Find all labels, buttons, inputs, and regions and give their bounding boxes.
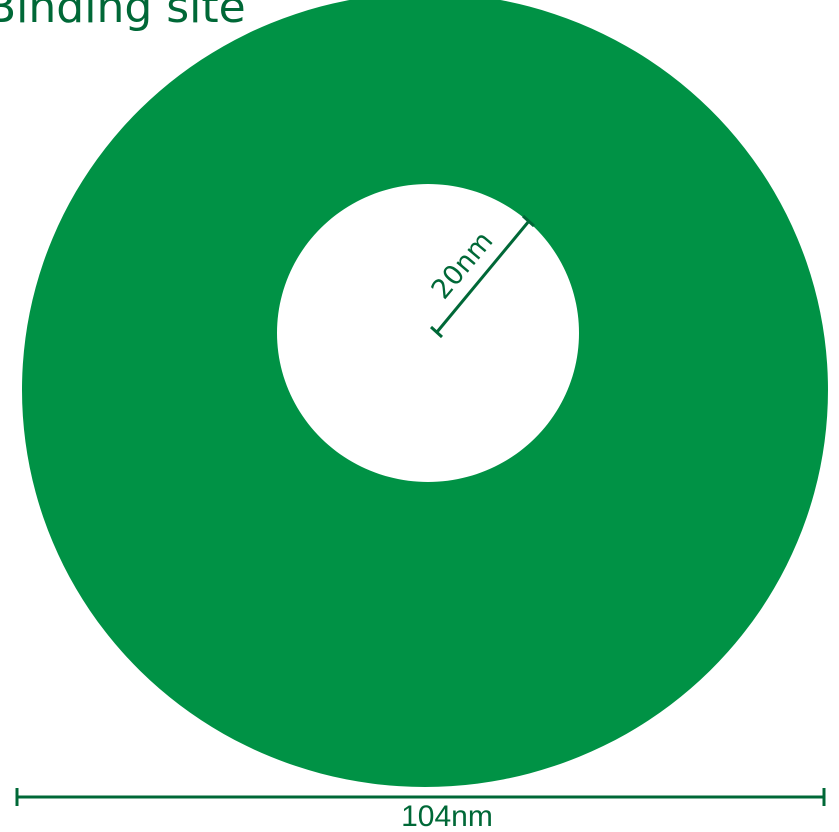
outer-ring [21,0,828,787]
outer-diameter-label: 104nm [401,800,493,832]
outer-diameter-dimension [15,788,826,806]
inner-radius-dimension [429,214,536,339]
diagram-title: Binding site [0,0,246,33]
inner-radius-label: 20nm [426,226,500,306]
